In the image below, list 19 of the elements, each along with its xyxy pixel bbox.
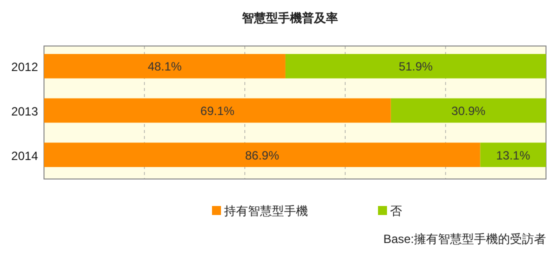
data-label: 48.1% bbox=[148, 60, 182, 74]
bar bbox=[390, 98, 546, 123]
data-label: 69.1% bbox=[200, 104, 235, 118]
y-tick-label: 2013 bbox=[11, 104, 38, 119]
bar bbox=[44, 98, 391, 123]
data-label: 51.9% bbox=[398, 60, 434, 74]
data-label: 86.9% bbox=[245, 148, 280, 162]
bar bbox=[44, 54, 286, 78]
y-tick-label: 2014 bbox=[11, 148, 38, 163]
data-label: 30.9% bbox=[451, 104, 486, 118]
bar bbox=[44, 142, 480, 168]
bar bbox=[285, 54, 546, 78]
bar bbox=[480, 142, 546, 168]
y-tick-label: 2012 bbox=[11, 60, 38, 74]
legend-label: 持有智慧型手機 bbox=[224, 204, 308, 218]
legend-label: 否 bbox=[390, 204, 402, 218]
text: Base:擁有智慧型手機的受訪者 bbox=[383, 232, 546, 246]
data-label: 13.1% bbox=[496, 148, 530, 162]
chart-title: 智慧型手機普及率 bbox=[241, 11, 338, 25]
